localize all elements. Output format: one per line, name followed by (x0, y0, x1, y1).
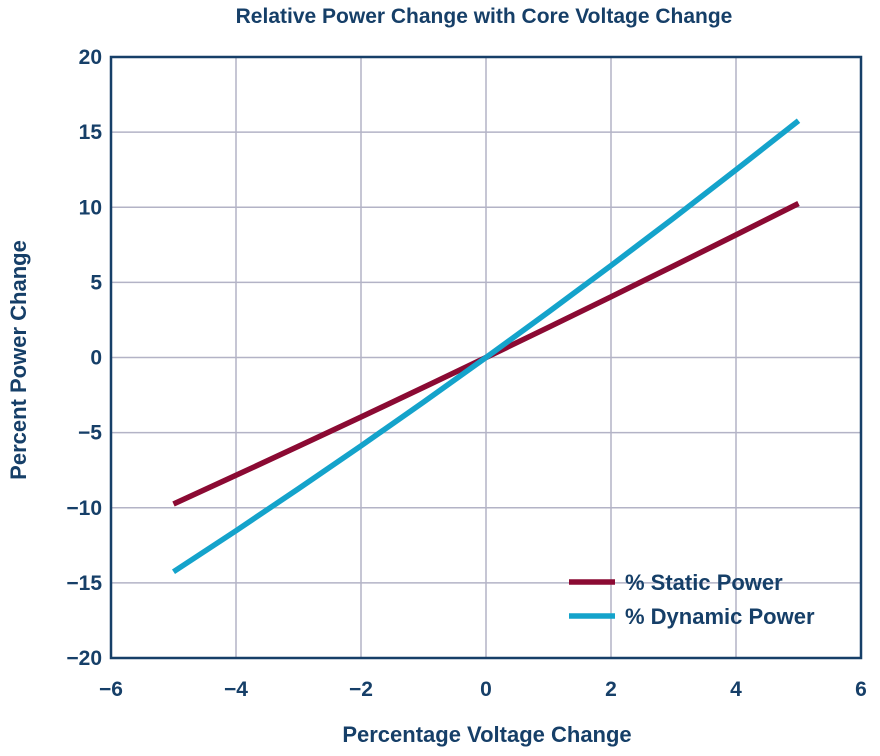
series-layer (171, 118, 801, 575)
x-tick-label: 4 (730, 678, 742, 701)
y-tick-label: 5 (90, 271, 102, 294)
x-tick-label: 0 (480, 678, 492, 701)
series-line-1 (171, 118, 801, 575)
y-tick-label: 20 (79, 46, 102, 69)
y-tick-label: 10 (79, 196, 102, 219)
y-tick-label: 15 (79, 121, 103, 144)
x-tick-label: 6 (855, 678, 867, 701)
x-tick-label: 2 (605, 678, 617, 701)
chart-title: Relative Power Change with Core Voltage … (236, 5, 733, 28)
y-tick-label: −5 (78, 422, 102, 445)
x-tick-label: −2 (349, 678, 373, 701)
legend-label: % Static Power (625, 570, 783, 595)
x-tick-labels: −6 −4 −2 0 2 4 6 (99, 678, 867, 701)
y-axis-label: Percent Power Change (6, 240, 31, 480)
legend: % Static Power % Dynamic Power (569, 570, 815, 629)
y-tick-label: −20 (66, 647, 102, 670)
y-tick-labels: 20 15 10 5 0 −5 −10 −15 −20 (66, 46, 102, 670)
y-tick-label: −10 (66, 497, 102, 520)
y-tick-label: 0 (90, 347, 102, 370)
x-tick-label: −4 (224, 678, 248, 701)
x-tick-label: −6 (99, 678, 123, 701)
plot-frame (109, 55, 863, 660)
x-axis-label: Percentage Voltage Change (342, 722, 631, 747)
y-tick-label: −15 (66, 572, 102, 595)
legend-label: % Dynamic Power (625, 604, 815, 629)
